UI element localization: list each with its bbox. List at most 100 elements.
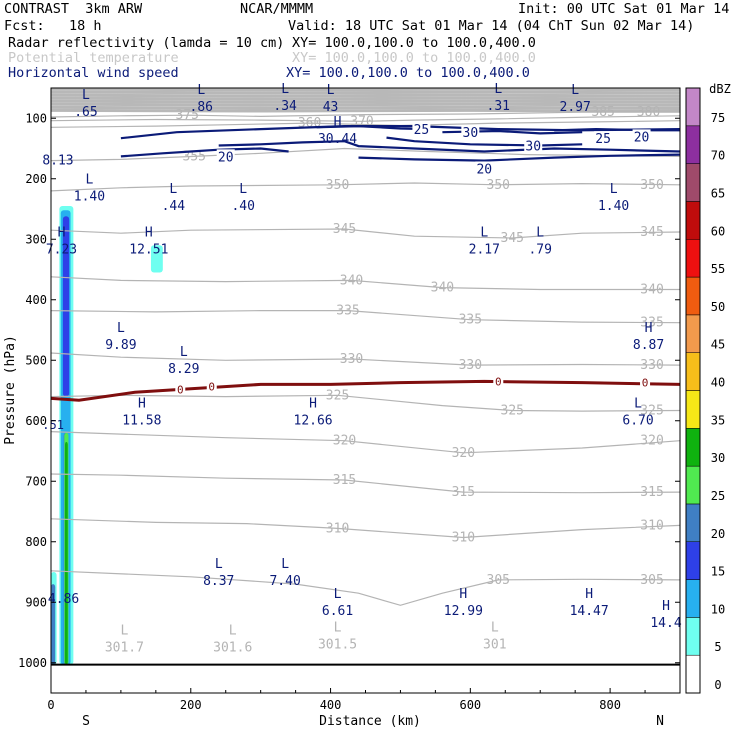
theta-label: 305: [487, 573, 510, 588]
wind-label-bg: [412, 122, 431, 136]
upper-theta-line: [51, 90, 680, 95]
theta-label: 310: [452, 531, 475, 546]
extremum-marker: L: [82, 88, 90, 103]
theta-label: 320: [452, 446, 475, 461]
extremum-value: 301.5: [318, 637, 357, 652]
upper-theta-line: [51, 105, 680, 110]
upper-theta-line: [51, 88, 680, 92]
theta-label: 340: [431, 281, 454, 296]
extremum-marker: L: [571, 83, 579, 98]
colorbar-swatch: [685, 503, 701, 542]
zero-label-bg: [640, 376, 651, 388]
theta-label: 315: [333, 473, 356, 488]
extremum-marker: L: [239, 182, 247, 197]
upper-theta-line: [51, 102, 680, 107]
extrema-labels: L.65L.86L.34L43L.31L2.97H30.448.13L1.40L…: [42, 82, 682, 655]
theta-label: 345: [501, 231, 524, 246]
theta-contour-335: [51, 310, 680, 324]
theta-label: 335: [640, 316, 663, 331]
theta-label: 380: [637, 105, 660, 120]
extremum-marker: L: [480, 225, 488, 240]
theta-label: 335: [336, 304, 359, 319]
wind-label-bg: [461, 125, 480, 139]
colorbar-swatch: [685, 125, 701, 164]
wind-contour-25: [554, 127, 680, 132]
theta-label: 315: [640, 485, 663, 500]
wind-label-bg: [632, 129, 651, 143]
upper-theta-line: [51, 108, 680, 113]
theta-contour-310: [51, 518, 680, 539]
extremum-value: .86: [190, 100, 213, 115]
theta-label: 325: [326, 388, 349, 403]
colorbar-swatch: [685, 314, 701, 353]
extremum-value: 14.47: [570, 604, 609, 619]
extremum-marker: H: [459, 587, 467, 602]
extremum-marker: L: [86, 173, 94, 188]
extremum-value: 2.97: [560, 100, 591, 115]
extremum-marker: H: [585, 587, 593, 602]
extremum-value: .79: [528, 242, 551, 257]
upper-theta-line: [51, 99, 680, 104]
y-tick-label: 600: [25, 414, 47, 428]
colorbar-swatch: [685, 276, 701, 316]
theta-label: 310: [640, 518, 663, 533]
theta-contour-370: [51, 115, 680, 122]
extremum-marker: L: [197, 83, 205, 98]
y-tick-label: 800: [25, 535, 47, 549]
reflectivity-cell: [62, 216, 70, 397]
upper-theta-band: [51, 88, 680, 113]
zero-isotherm: 0 0 0 0: [51, 375, 680, 402]
x-right-end-label: N: [656, 714, 664, 729]
theta-label: 385: [591, 105, 614, 120]
y-tick-label: 400: [25, 293, 47, 307]
theta-contour-320: [51, 431, 680, 454]
extremum-marker: H: [58, 225, 66, 240]
zero-label-bg: [493, 375, 504, 387]
reflectivity-fill: [51, 205, 163, 665]
extremum-value: 301: [483, 637, 506, 652]
init-time: Init: 00 UTC Sat 01 Mar 14: [518, 1, 730, 17]
field-theta-xy: XY= 100.0,100.0 to 100.0,400.0: [292, 50, 536, 66]
colorbar-swatch: [685, 239, 701, 278]
colorbar-swatch: [685, 617, 701, 656]
extremum-value: 12.99: [444, 604, 483, 619]
theta-contour-325: [51, 394, 680, 412]
y-tick-label: 500: [25, 353, 47, 367]
extremum-marker: L: [120, 623, 128, 638]
zero-label-bg: [206, 380, 217, 392]
extremum-marker: H: [145, 225, 153, 240]
theta-label: 350: [487, 178, 510, 193]
wind-label: 30: [463, 126, 479, 141]
colorbar-label: 45: [711, 338, 725, 352]
theta-label: 320: [333, 434, 356, 449]
extremum-marker: H: [138, 397, 146, 412]
wind-label: 20: [476, 162, 492, 177]
extremum-value: 14.4: [650, 616, 681, 631]
extremum-marker: H: [645, 321, 653, 336]
extremum-value: 30.44: [318, 132, 357, 147]
theta-label: 310: [326, 521, 349, 536]
colorbar-swatch: [685, 579, 701, 618]
model-title: CONTRAST 3km ARW: [4, 1, 143, 17]
x-axis-title: Distance (km): [319, 714, 421, 729]
theta-contour-345: [51, 228, 680, 239]
extremum-marker: L: [334, 620, 342, 635]
extremum-marker: L: [610, 182, 618, 197]
extremum-value: 6.70: [622, 414, 653, 429]
extremum-marker: L: [536, 225, 544, 240]
extremum-marker: L: [281, 82, 289, 97]
theta-label: 330: [340, 352, 363, 367]
x-left-end-label: S: [82, 714, 90, 729]
extremum-value: .40: [231, 199, 254, 214]
theta-label: 350: [640, 178, 663, 193]
extremum-marker: L: [634, 397, 642, 412]
colorbar-label: 60: [711, 224, 725, 238]
wind-label-bg: [475, 161, 494, 175]
colorbar-label: 70: [711, 149, 725, 163]
field-theta-name: Potential temperature: [8, 50, 179, 66]
colorbar-swatch: [685, 541, 701, 580]
extremum-value: .44: [162, 199, 186, 214]
